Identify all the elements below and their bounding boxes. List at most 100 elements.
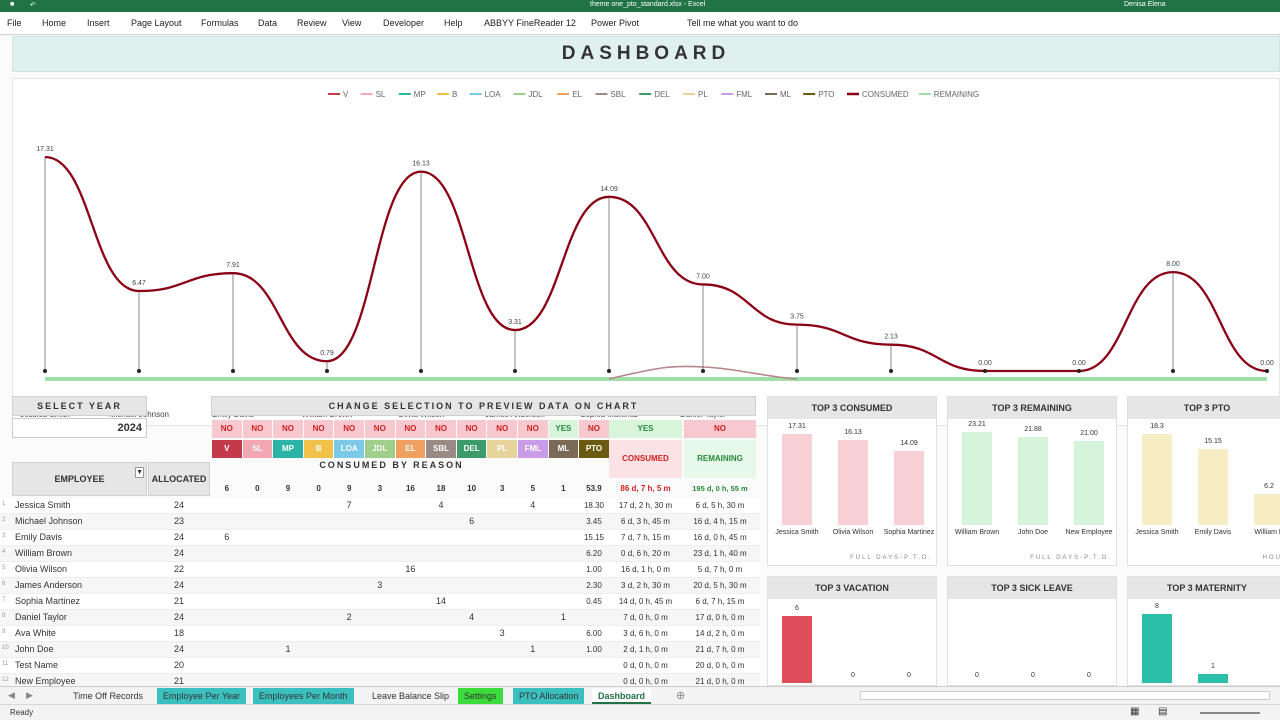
save-icon[interactable]: ■	[10, 1, 15, 8]
ribbon-tab-power-pivot[interactable]: Power Pivot	[591, 18, 640, 28]
year-input[interactable]: 2024	[12, 418, 147, 438]
toggle-sbl[interactable]: NO	[426, 420, 456, 438]
ribbon-tab-insert[interactable]: Insert	[87, 18, 110, 28]
total-loa: 9	[346, 484, 352, 493]
reason-ml[interactable]: ML	[548, 440, 579, 458]
toggle-del[interactable]: NO	[456, 420, 487, 438]
data-label: 6.47	[132, 280, 146, 287]
ribbon-tab-home[interactable]: Home	[42, 18, 67, 28]
card-bar-value: 0	[1087, 672, 1091, 679]
table-row[interactable]: 10 John Doe 24 1 1 1.00 2 d, 1 h, 0 m 21 d, 7 h…	[0, 642, 760, 658]
card-top-3-remaining: TOP 3 REMAINING 23.21 William Brown 21.88 Jo…	[947, 396, 1117, 566]
reason-fml[interactable]: FML	[518, 440, 548, 458]
undo-icon[interactable]: ↶	[30, 2, 36, 9]
toggle-el[interactable]: NO	[395, 420, 426, 438]
sheet-tab-employees-per-month[interactable]: Employees Per Month	[253, 688, 354, 704]
data-point	[607, 369, 611, 373]
table-row[interactable]: 7 Sophia Martinez 21 14 0.45 14 d, 0 h, 45 m 6…	[0, 594, 760, 610]
ribbon-tab-formulas[interactable]: Formulas	[201, 18, 239, 28]
page-layout-icon[interactable]: ▤	[1158, 706, 1168, 717]
reason-jdl[interactable]: JDL	[365, 440, 395, 458]
employee-header[interactable]: EMPLOYEE ▼	[12, 462, 147, 496]
table-row[interactable]: 11 Test Name 20 0 d, 0 h, 0 m 20 d, 0 h, 0 m	[0, 658, 760, 674]
toggle-consumed[interactable]: YES	[609, 420, 682, 438]
sheet-tab-time-off-records[interactable]: Time Off Records	[73, 691, 144, 701]
reason-el[interactable]: EL	[395, 440, 426, 458]
ribbon-tab-developer[interactable]: Developer	[383, 18, 425, 28]
scroll-left-icon[interactable]: ◀	[8, 690, 15, 700]
toggle-v[interactable]: NO	[212, 420, 242, 438]
toggle-mp[interactable]: NO	[273, 420, 303, 438]
remaining-value: 20 d, 0 h, 0 m	[695, 661, 745, 670]
consumed-value: 0 d, 0 h, 0 m	[623, 677, 668, 686]
filter-dropdown-icon[interactable]: ▼	[135, 467, 144, 478]
main-chart: V SL MP B LOA JDL EL SBL DEL PL FML ML PTO CONSUMED RE…	[12, 78, 1280, 426]
consumed-label: CONSUMED	[609, 440, 682, 478]
row-number: 5	[2, 565, 6, 571]
toggle-pto[interactable]: NO	[579, 420, 609, 438]
data-point	[1265, 369, 1269, 373]
toggle-jdl[interactable]: NO	[365, 420, 395, 438]
window-title: theme one_pto_standard.xlsx - Excel	[590, 1, 706, 8]
pto-value: 3.45	[586, 517, 602, 526]
legend-label: PL	[698, 90, 708, 99]
toggle-b[interactable]: NO	[303, 420, 334, 438]
scroll-right-icon[interactable]: ▶	[26, 690, 33, 700]
ribbon-tab-help[interactable]: Help	[444, 18, 463, 28]
data-point	[1077, 369, 1081, 373]
legend-label: ML	[780, 90, 792, 99]
reason-loa[interactable]: LOA	[334, 440, 364, 458]
table-row[interactable]: 1 Jessica Smith 24 7 4 4 18.30 17 d, 2 h, 30 m 6…	[0, 498, 760, 514]
reason-pl[interactable]: PL	[487, 440, 517, 458]
ribbon-tab-data[interactable]: Data	[258, 18, 278, 28]
toggle-pl[interactable]: NO	[487, 420, 517, 438]
chart-legend: V SL MP B LOA JDL EL SBL DEL PL FML ML PTO CONSUMED RE…	[328, 90, 979, 99]
legend-label: EL	[572, 90, 582, 99]
reason-mp[interactable]: MP	[273, 440, 303, 458]
table-row[interactable]: 6 James Anderson 24 3 2.30 3 d, 2 h, 30 m 20 d…	[0, 578, 760, 594]
zoom-slider[interactable]	[1200, 712, 1260, 714]
sheet-tab-settings[interactable]: Settings	[458, 688, 503, 704]
toggle-fml[interactable]: NO	[518, 420, 548, 438]
ribbon-tab-review[interactable]: Review	[297, 18, 327, 28]
employee-name: John Doe	[15, 644, 54, 654]
table-row[interactable]: 3 Emily Davis 24 6 15.15 7 d, 7 h, 15 m 16 d, …	[0, 530, 760, 546]
normal-view-icon[interactable]: ▦	[1130, 706, 1140, 717]
table-row[interactable]: 2 Michael Johnson 23 6 3.45 6 d, 3 h, 45 m 16 …	[0, 514, 760, 530]
reason-b[interactable]: B	[303, 440, 334, 458]
toggle-ml[interactable]: YES	[548, 420, 579, 438]
reason-sl[interactable]: SL	[242, 440, 273, 458]
reason-pto[interactable]: PTO	[579, 440, 609, 458]
data-label: 3.75	[790, 314, 804, 321]
ribbon-tab-tell-me-what-you-want-to-do[interactable]: Tell me what you want to do	[687, 18, 799, 28]
total-mp: 9	[285, 484, 291, 493]
toggle-sl[interactable]: NO	[242, 420, 273, 438]
ribbon-tab-view[interactable]: View	[342, 18, 362, 28]
sheet-tab-leave-balance-slip[interactable]: Leave Balance Slip	[372, 691, 450, 701]
user-name[interactable]: Denisa Elena	[1124, 1, 1166, 8]
remaining-value: 14 d, 2 h, 0 m	[695, 629, 745, 638]
ribbon-tab-page-layout[interactable]: Page Layout	[131, 18, 182, 28]
reason-sbl[interactable]: SBL	[426, 440, 456, 458]
reason-v[interactable]: V	[212, 440, 242, 458]
sheet-tab-employee-per-year[interactable]: Employee Per Year	[157, 688, 247, 704]
sheet-tab-pto-allocation[interactable]: PTO Allocation	[513, 688, 585, 704]
ribbon-tab-file[interactable]: File	[7, 18, 22, 28]
legend-item-b: B	[437, 90, 457, 99]
sheet-tab-dashboard[interactable]: Dashboard	[592, 688, 652, 704]
table-row[interactable]: 8 Daniel Taylor 24 2 4 1 7 d, 0 h, 0 m 17 d, 0 …	[0, 610, 760, 626]
horizontal-scrollbar[interactable]	[860, 691, 1270, 700]
toggle-remaining[interactable]: NO	[684, 420, 756, 438]
table-row[interactable]: 5 Olivia Wilson 22 16 1.00 16 d, 1 h, 0 m 5 d,…	[0, 562, 760, 578]
reason-del[interactable]: DEL	[456, 440, 487, 458]
add-sheet-icon[interactable]: ⊕	[676, 690, 686, 702]
legend-label: REMAINING	[934, 90, 979, 99]
ribbon-tabs: File Home Insert Page Layout Formulas Data Rev…	[0, 12, 1280, 35]
table-row[interactable]: 9 Ava White 18 3 6.00 3 d, 6 h, 0 m 14 d, 2 h,…	[0, 626, 760, 642]
table-row[interactable]: 4 William Brown 24 6.20 0 d, 6 h, 20 m 23 d, …	[0, 546, 760, 562]
ribbon-tab-abbyy-finereader-12[interactable]: ABBYY FineReader 12	[484, 18, 576, 28]
data-point	[513, 369, 517, 373]
allocated-value: 23	[173, 516, 184, 526]
toggle-loa[interactable]: NO	[334, 420, 364, 438]
data-label: 7.91	[226, 262, 240, 269]
